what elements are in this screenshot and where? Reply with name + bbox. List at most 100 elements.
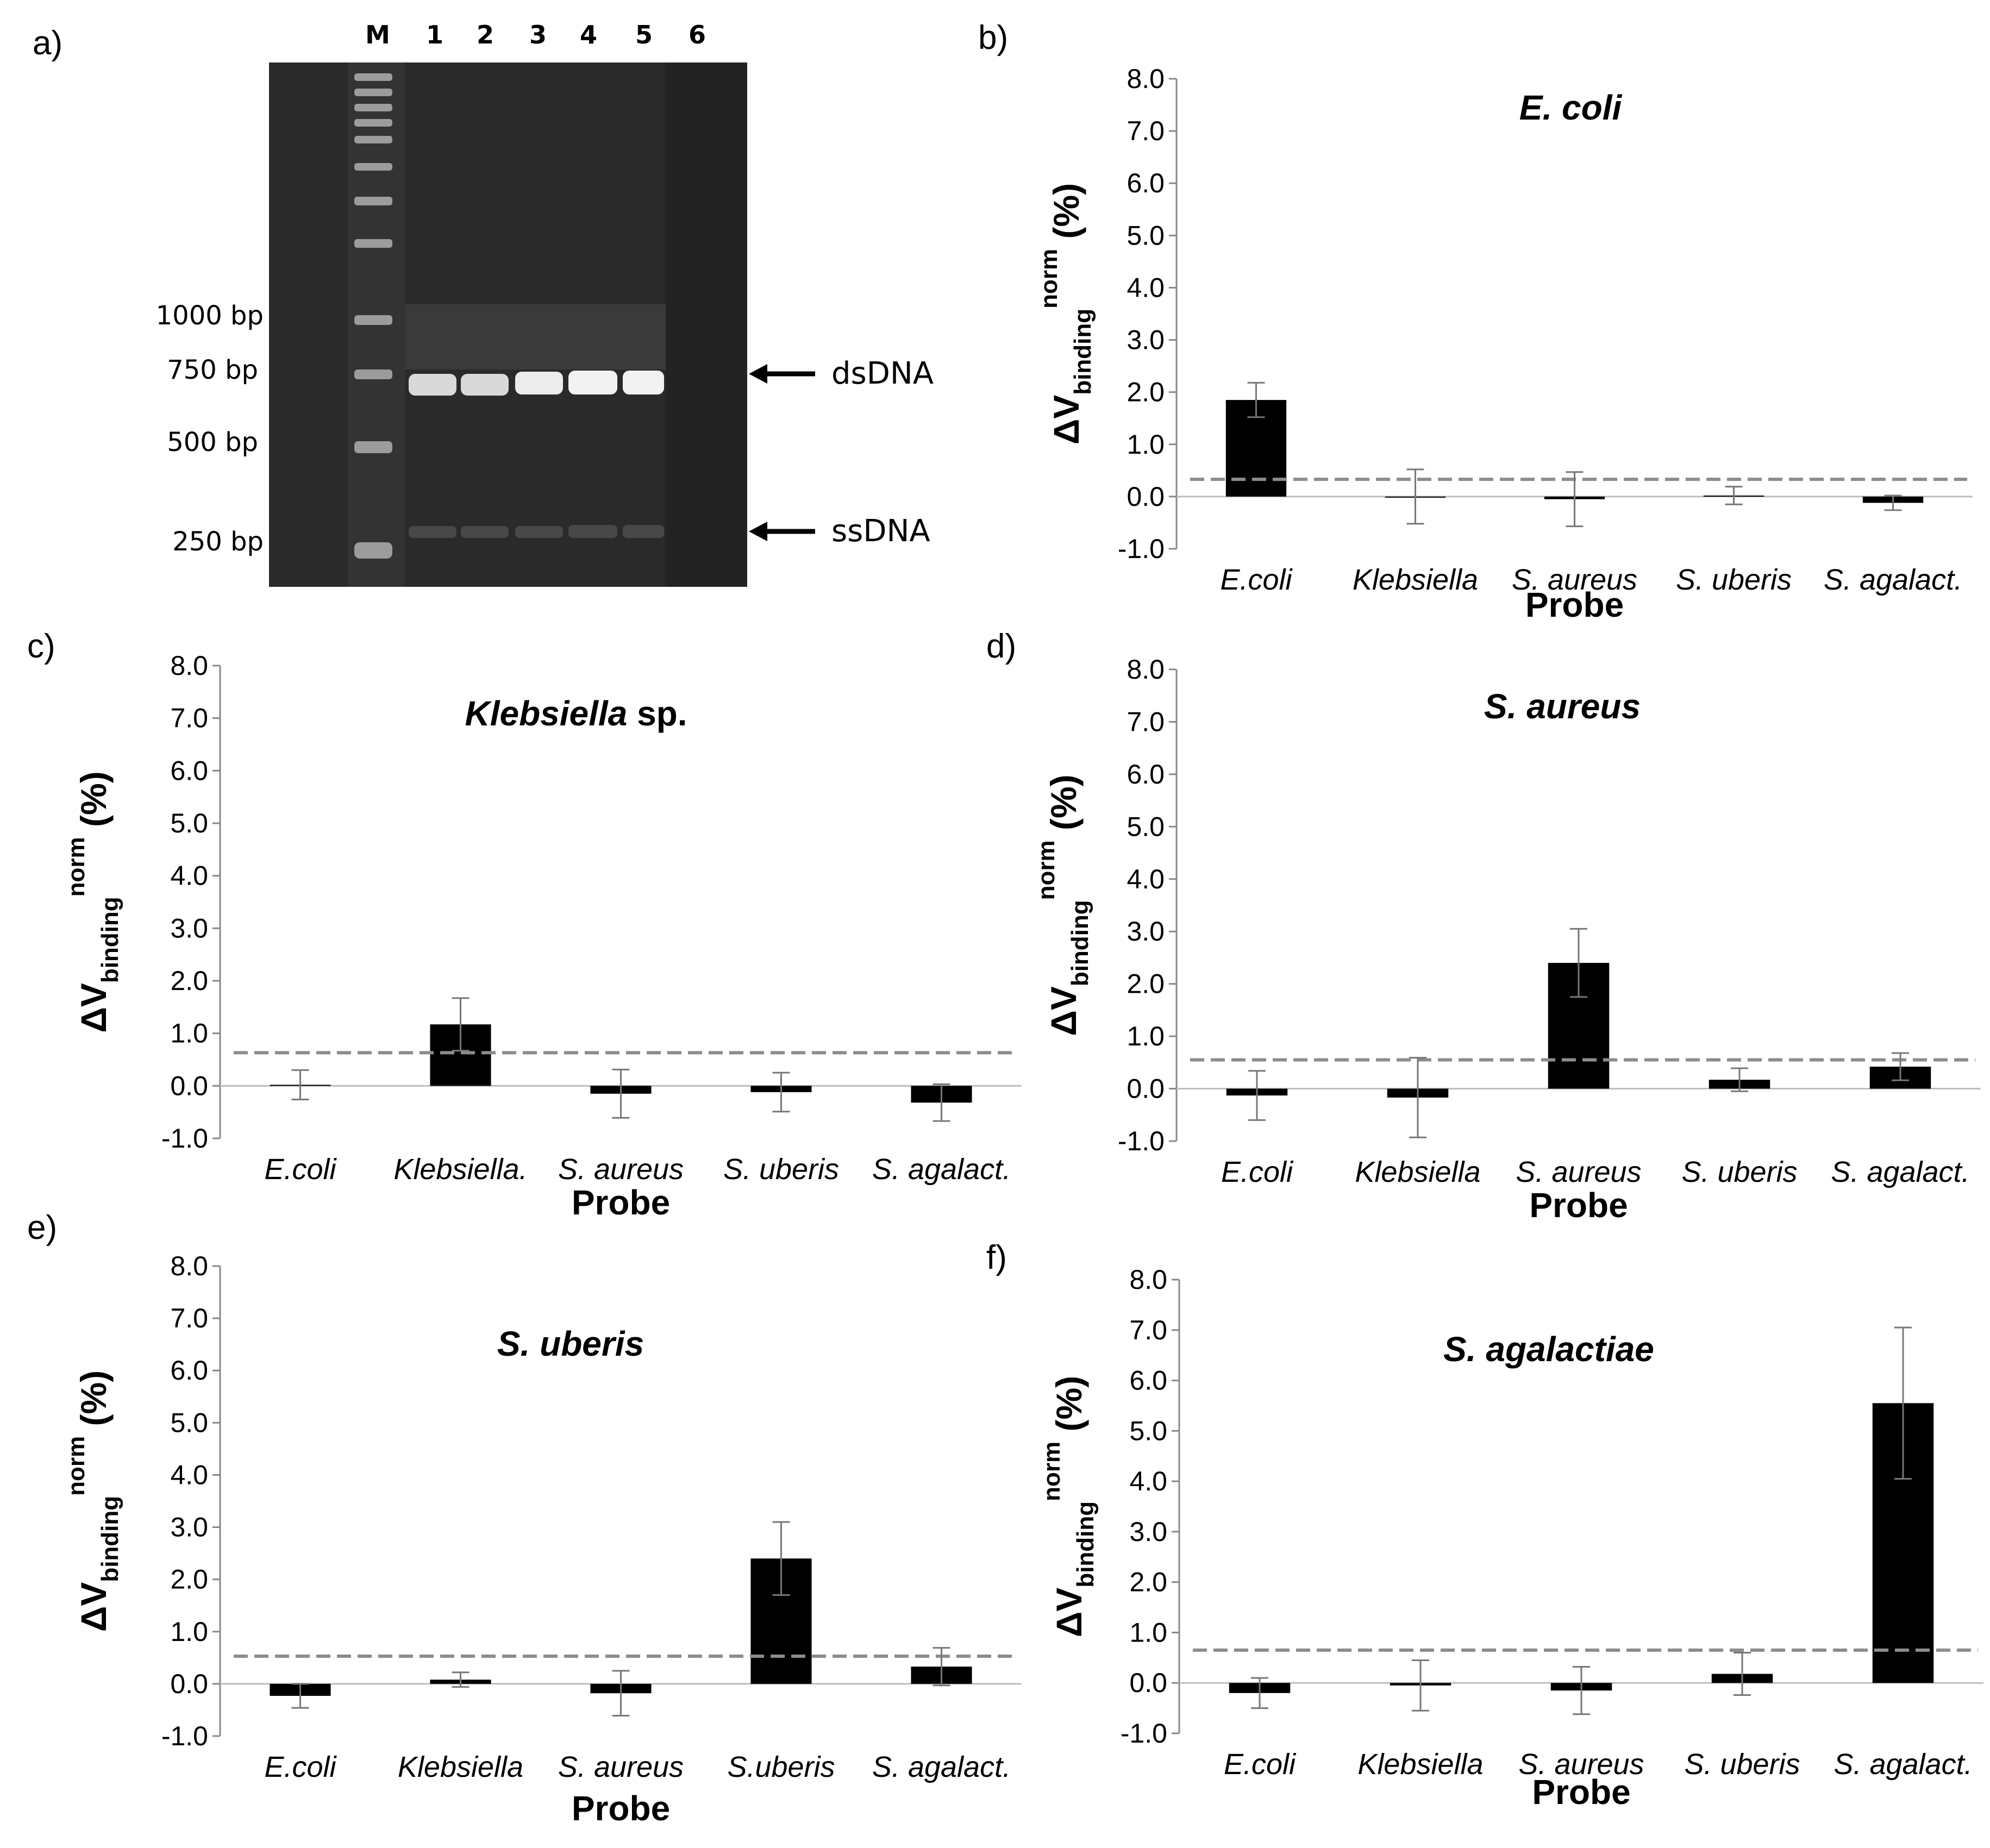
category-label: S. aureus (1518, 1748, 1644, 1781)
y-tick-label: 7.0 (1129, 1315, 1167, 1345)
panel-label: b) (978, 19, 1008, 57)
chart-title-species: S. uberis (497, 1324, 644, 1363)
y-tick-label: 3.0 (1129, 1517, 1167, 1547)
category-label: Klebsiella (1355, 1156, 1480, 1188)
y-tick-label: 3.0 (1127, 916, 1165, 947)
ladder-band (354, 73, 392, 81)
y-tick-label: 2.0 (170, 1564, 208, 1595)
y-tick-label: 8.0 (1127, 64, 1165, 94)
chart-title: S. aureus (1484, 687, 1641, 726)
ssdna-band (409, 526, 456, 538)
lane-label-5: 5 (635, 20, 653, 49)
y-label-subscript: binding (97, 1496, 123, 1582)
lane-label-3: 3 (529, 20, 547, 49)
y-tick-label: 8.0 (1129, 1264, 1167, 1295)
y-tick-label: 2.0 (1127, 969, 1165, 999)
category-label: S. agalact. (872, 1751, 1011, 1783)
category-label: Klebsiella (1353, 563, 1478, 596)
y-tick-label: 5.0 (1127, 811, 1165, 842)
ssdna-band (623, 525, 664, 538)
y-tick-label: 3.0 (170, 913, 208, 943)
category-label: E.coli (264, 1751, 337, 1783)
lane-label-1: 1 (426, 20, 443, 49)
y-axis-label: ΔVbinding norm (%) (1038, 1376, 1099, 1637)
category-label: E.coli (1220, 563, 1293, 596)
category-label: S. agalact. (1824, 563, 1962, 596)
y-tick-label: 2.0 (1129, 1567, 1167, 1598)
y-label-subscript: binding (1069, 309, 1096, 395)
category-label: E.coli (264, 1153, 337, 1186)
category-label: S. agalact. (1831, 1156, 1969, 1188)
y-tick-label: 0.0 (170, 1669, 208, 1699)
ssdna-arrow: ssDNA (749, 513, 930, 549)
y-axis-label: ΔVbinding norm (%) (1033, 774, 1093, 1036)
panel-label: c) (27, 628, 55, 665)
ladder-band (354, 369, 392, 379)
empty-lane-6 (666, 62, 747, 587)
y-tick-label: 5.0 (170, 1407, 208, 1438)
y-label-subscript: binding (1067, 900, 1093, 986)
x-axis-label: Probe (1532, 1772, 1630, 1812)
dsdna-smear (405, 304, 666, 369)
x-axis-label: Probe (572, 1183, 670, 1222)
ssdna-band (461, 526, 509, 538)
chart-panel-e: e) 8.0 7.0 6.0 5.0 4.0 3.0 2.0 1.0 0.0 -1.0 E.coli K… (27, 1209, 1022, 1828)
x-axis-label: Probe (1525, 585, 1624, 624)
category-label: S. uberis (1681, 1156, 1797, 1188)
y-tick-label: 2.0 (1127, 377, 1165, 408)
y-tick-label: 6.0 (1127, 168, 1165, 198)
ladder-band (354, 89, 392, 96)
y-label-superscript: norm (1033, 840, 1060, 900)
chart-title-species: S. agalactiae (1443, 1330, 1654, 1369)
category-label: S. uberis (723, 1153, 839, 1186)
y-axis-label: ΔVbinding norm (%) (63, 1370, 123, 1632)
lane-label-4: 4 (580, 20, 597, 49)
ladder-band (354, 239, 392, 248)
marker-ladder-bands (354, 73, 392, 559)
y-tick-label: 7.0 (170, 703, 208, 734)
ssdna-band (568, 525, 617, 538)
y-tick-label: 1.0 (1127, 1021, 1165, 1051)
gel-panel-label: a) (33, 24, 62, 62)
y-label-superscript: norm (63, 1436, 90, 1496)
y-tick-label: 3.0 (1127, 325, 1165, 355)
y-label-unit: (%) (1043, 774, 1084, 840)
category-label: Klebsiella. (393, 1153, 527, 1186)
y-tick-label: 6.0 (170, 1355, 208, 1386)
y-tick-label: 7.0 (170, 1303, 208, 1333)
y-label-superscript: norm (63, 837, 90, 897)
panel-label: f) (986, 1239, 1007, 1276)
y-label-main: ΔV (73, 1582, 114, 1632)
category-label: Klebsiella (398, 1751, 523, 1783)
category-label: S. aureus (558, 1153, 684, 1186)
y-tick-label: -1.0 (1121, 1718, 1167, 1749)
y-tick-label: 1.0 (1129, 1617, 1167, 1647)
ladder-band (354, 104, 392, 111)
ladder-band (354, 542, 392, 559)
y-tick-label: 7.0 (1127, 706, 1165, 737)
category-label: S. aureus (558, 1751, 684, 1783)
category-label: S. aureus (1516, 1156, 1641, 1188)
y-label-main: ΔV (1046, 395, 1086, 444)
category-label: Klebsiella (1357, 1748, 1483, 1781)
y-tick-label: 1.0 (170, 1617, 208, 1647)
category-label: S.uberis (727, 1751, 835, 1783)
y-tick-label: 4.0 (1129, 1466, 1167, 1496)
dsdna-band-lane-1 (409, 374, 456, 396)
dsdna-arrow: dsDNA (749, 356, 934, 391)
y-label-unit: (%) (1049, 1376, 1089, 1442)
y-tick-label: 8.0 (1127, 654, 1165, 685)
y-tick-label: 8.0 (170, 1251, 208, 1281)
ladder-label-500: 500 bp (167, 427, 258, 458)
y-tick-label: 6.0 (170, 755, 208, 786)
y-tick-label: 0.0 (170, 1070, 208, 1101)
y-tick-label: -1.0 (161, 1123, 208, 1154)
chart-title-species: Klebsiella (465, 694, 627, 733)
dsdna-arrow-label: dsDNA (831, 356, 934, 391)
chart-title: S. uberis (497, 1324, 644, 1363)
y-tick-label: 4.0 (1127, 272, 1165, 303)
ssdna-band (515, 526, 563, 538)
lane-label-2: 2 (477, 20, 494, 49)
y-tick-label: -1.0 (1118, 1126, 1165, 1156)
y-tick-label: 1.0 (1127, 429, 1165, 460)
